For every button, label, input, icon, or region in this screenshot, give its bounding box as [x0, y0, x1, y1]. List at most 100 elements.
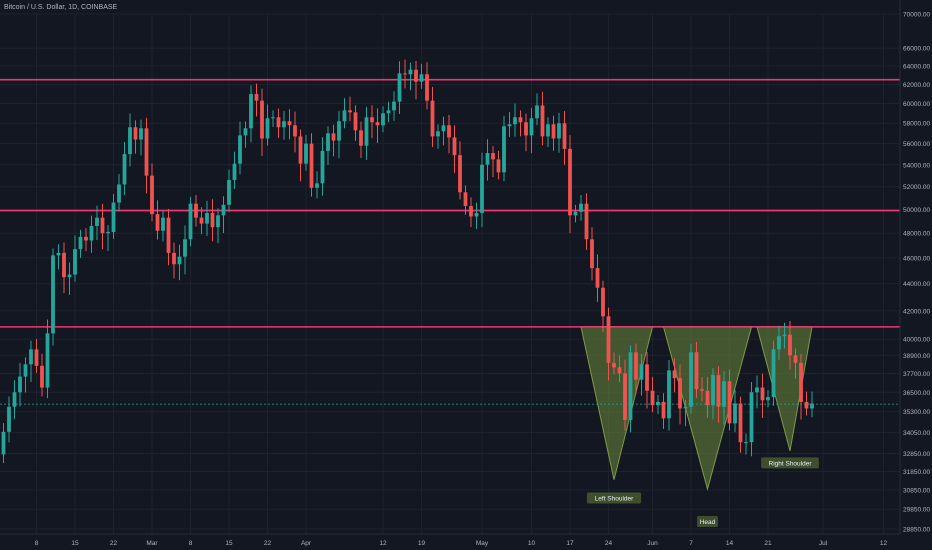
x-tick-label: 12: [379, 540, 387, 547]
candle-body: [210, 212, 215, 228]
candle-body: [689, 352, 693, 407]
candle-body: [359, 130, 363, 146]
candle-body: [408, 69, 413, 75]
candle-body: [678, 378, 682, 409]
candle-body: [645, 364, 649, 391]
candle-body: [315, 183, 319, 188]
candle-body: [298, 136, 303, 164]
candle-body: [623, 373, 627, 421]
candle-body: [452, 137, 457, 156]
candle-body: [535, 105, 539, 119]
candle-body: [238, 135, 242, 164]
candle-body: [56, 252, 61, 256]
candle-body: [502, 126, 506, 173]
candle-body: [414, 69, 418, 82]
candle-body: [403, 73, 407, 75]
candle-body: [419, 74, 424, 82]
y-tick-label: 56000.00: [903, 141, 930, 148]
right-shoulder-label-bg: [761, 457, 819, 469]
candle-body: [155, 214, 160, 231]
candle-body: [650, 390, 655, 406]
y-tick-label: 36500.00: [903, 390, 930, 397]
candle-body: [617, 367, 622, 374]
candle-body: [1, 431, 6, 455]
x-tick-label: 10: [528, 540, 536, 547]
candle-body: [590, 239, 594, 269]
candle-body: [172, 252, 176, 265]
candle-body: [458, 155, 462, 193]
candle-body: [271, 117, 275, 119]
y-tick-label: 50000.00: [903, 207, 930, 214]
candle-body: [782, 334, 787, 337]
candles: [1, 59, 814, 464]
y-tick-label: 46000.00: [903, 255, 930, 262]
candle-body: [667, 370, 671, 419]
y-tick-label: 42000.00: [903, 308, 930, 315]
candle-body: [364, 117, 369, 146]
y-tick-label: 66000.00: [903, 46, 930, 53]
candle-body: [595, 268, 600, 288]
x-tick-label: 8: [189, 540, 193, 547]
candle-body: [601, 287, 605, 317]
candle-body: [133, 127, 138, 140]
y-tick-label: 54000.00: [903, 162, 930, 169]
candle-body: [771, 349, 776, 398]
candle-body: [144, 128, 149, 176]
candle-body: [260, 100, 264, 139]
candle-body: [62, 252, 66, 278]
annotations: Left Shoulder Head Right Shoulder: [586, 457, 819, 527]
y-tick-label: 40000.00: [903, 337, 930, 344]
x-tick-label: May: [476, 540, 489, 547]
candle-body: [700, 389, 704, 391]
candle-body: [447, 125, 451, 138]
candle-body: [606, 316, 611, 363]
x-tick-label: 22: [264, 540, 272, 547]
x-tick-label: Jul: [819, 540, 828, 547]
candle-body: [496, 159, 501, 173]
candle-body: [711, 375, 715, 406]
candle-body: [23, 364, 28, 377]
y-tick-label: 44000.00: [903, 281, 930, 288]
x-tick-label: 22: [110, 540, 118, 547]
candle-body: [122, 154, 127, 185]
candle-body: [694, 352, 699, 390]
x-tick-label: Mar: [146, 540, 158, 547]
x-tick-label: 15: [225, 540, 233, 547]
candle-body: [40, 365, 44, 388]
pattern-triangle-1: [580, 326, 654, 480]
candle-body: [309, 143, 314, 188]
candle-body: [529, 118, 534, 136]
candle-body: [67, 274, 72, 278]
candle-body: [760, 387, 765, 401]
candle-body: [540, 105, 545, 137]
candle-body: [348, 110, 352, 113]
candle-body: [518, 117, 523, 123]
y-tick-label: 29850.00: [903, 507, 930, 514]
candle-body: [304, 143, 308, 164]
candle-body: [568, 148, 572, 216]
candle-body: [381, 113, 385, 126]
candle-body: [375, 122, 380, 126]
candle-body: [705, 390, 710, 406]
x-tick-label: 21: [764, 540, 772, 547]
y-tick-label: 34050.00: [903, 430, 930, 437]
candle-body: [397, 73, 402, 102]
candle-body: [507, 124, 512, 127]
candle-body: [106, 231, 110, 234]
candle-body: [469, 205, 473, 217]
candle-body: [562, 123, 567, 149]
candle-body: [287, 121, 292, 126]
candle-body: [656, 401, 660, 406]
candle-body: [89, 225, 94, 241]
candle-body: [12, 392, 17, 407]
candle-body: [205, 212, 209, 224]
x-tick-label: 7: [689, 540, 693, 547]
x-tick-label: 8: [35, 540, 39, 547]
candle-body: [628, 352, 633, 421]
candle-body: [320, 150, 325, 184]
candle-body: [722, 381, 726, 407]
candle-body: [177, 256, 182, 265]
x-tick-label: 14: [726, 540, 734, 547]
candle-body: [777, 336, 781, 350]
